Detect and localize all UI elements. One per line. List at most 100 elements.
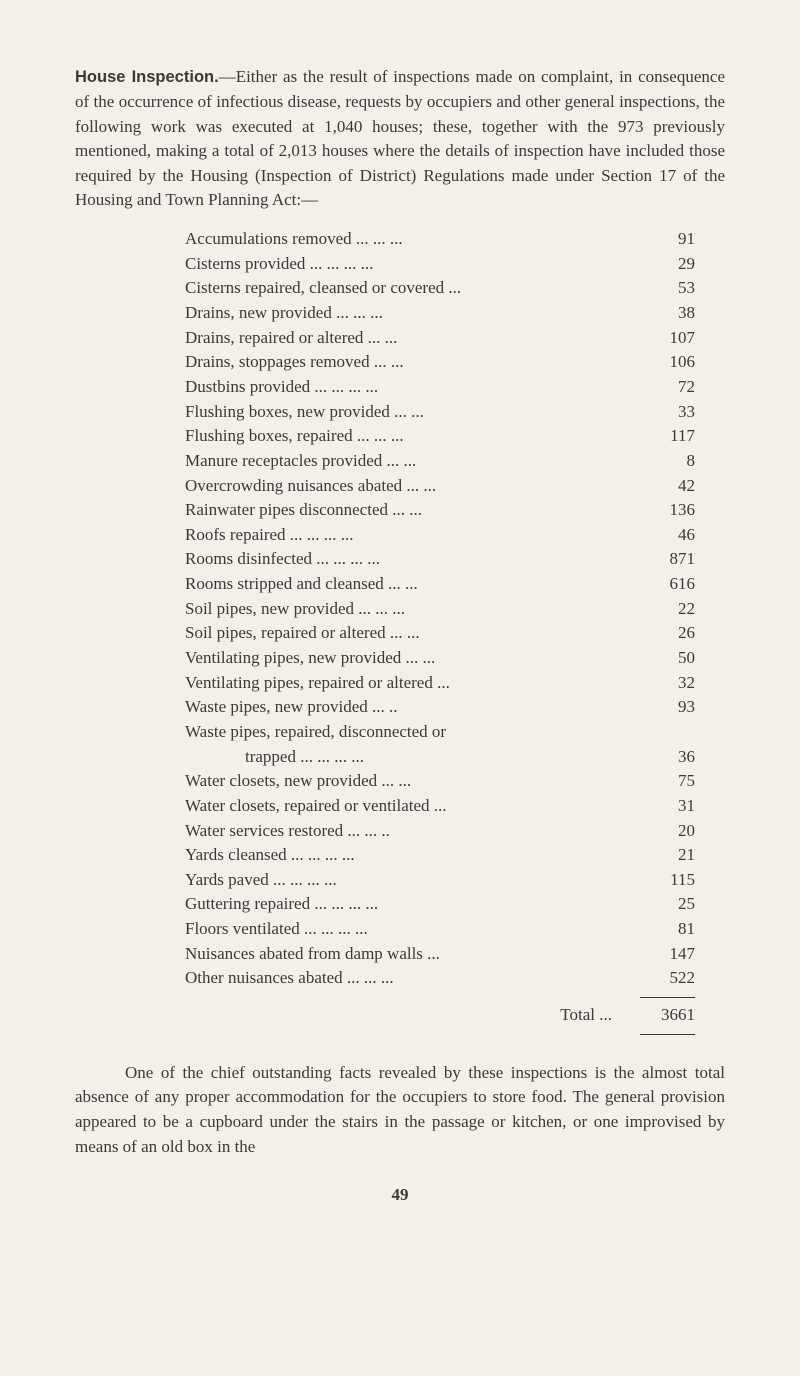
- inspection-value: 53: [640, 276, 695, 301]
- inspection-row: Rooms disinfected ... ... ... ...871: [185, 547, 695, 572]
- inspection-row: Flushing boxes, new provided ... ...33: [185, 400, 695, 425]
- inspection-label: trapped ... ... ... ...: [185, 745, 640, 770]
- inspection-value: 93: [640, 695, 695, 720]
- inspection-label: Yards cleansed ... ... ... ...: [185, 843, 640, 868]
- inspection-row: Ventilating pipes, new provided ... ...5…: [185, 646, 695, 671]
- inspection-value: 25: [640, 892, 695, 917]
- inspection-label: Ventilating pipes, new provided ... ...: [185, 646, 640, 671]
- inspection-row: Waste pipes, new provided ... ..93: [185, 695, 695, 720]
- inspection-row: Drains, new provided ... ... ...38: [185, 301, 695, 326]
- inspection-value: 50: [640, 646, 695, 671]
- intro-paragraph: House Inspection.—Either as the result o…: [75, 65, 725, 213]
- inspection-label: Waste pipes, repaired, disconnected or: [185, 720, 640, 745]
- inspection-value: 29: [640, 252, 695, 277]
- inspection-value: 117: [640, 424, 695, 449]
- inspection-label: Water closets, repaired or ventilated ..…: [185, 794, 640, 819]
- inspection-value: 136: [640, 498, 695, 523]
- intro-text: —Either as the result of inspections mad…: [75, 67, 725, 209]
- inspection-row: Flushing boxes, repaired ... ... ...117: [185, 424, 695, 449]
- inspection-value: 106: [640, 350, 695, 375]
- inspection-label: Overcrowding nuisances abated ... ...: [185, 474, 640, 499]
- inspection-label: Nuisances abated from damp walls ...: [185, 942, 640, 967]
- inspection-value: 21: [640, 843, 695, 868]
- inspection-label: Dustbins provided ... ... ... ...: [185, 375, 640, 400]
- inspection-row: Yards paved ... ... ... ...115: [185, 868, 695, 893]
- inspection-row: Rooms stripped and cleansed ... ...616: [185, 572, 695, 597]
- inspection-label: Flushing boxes, new provided ... ...: [185, 400, 640, 425]
- inspection-label: Accumulations removed ... ... ...: [185, 227, 640, 252]
- inspection-value: 8: [640, 449, 695, 474]
- inspection-row: Overcrowding nuisances abated ... ...42: [185, 474, 695, 499]
- inspection-value: 33: [640, 400, 695, 425]
- inspection-row: Rainwater pipes disconnected ... ...136: [185, 498, 695, 523]
- total-rule-top: [640, 997, 695, 998]
- inspection-row: Water closets, new provided ... ...75: [185, 769, 695, 794]
- inspection-label: Roofs repaired ... ... ... ...: [185, 523, 640, 548]
- inspection-label: Manure receptacles provided ... ...: [185, 449, 640, 474]
- inspection-row: Accumulations removed ... ... ...91: [185, 227, 695, 252]
- inspection-row: Water closets, repaired or ventilated ..…: [185, 794, 695, 819]
- total-rule-bottom: [640, 1034, 695, 1035]
- inspection-row: Roofs repaired ... ... ... ...46: [185, 523, 695, 548]
- inspection-value: 522: [640, 966, 695, 991]
- inspection-label: Yards paved ... ... ... ...: [185, 868, 640, 893]
- inspection-row: Soil pipes, new provided ... ... ...22: [185, 597, 695, 622]
- inspection-row: Nuisances abated from damp walls ...147: [185, 942, 695, 967]
- inspection-label: Flushing boxes, repaired ... ... ...: [185, 424, 640, 449]
- inspection-value: 147: [640, 942, 695, 967]
- inspection-label: Waste pipes, new provided ... ..: [185, 695, 640, 720]
- inspection-value: 31: [640, 794, 695, 819]
- inspection-row: trapped ... ... ... ...36: [185, 745, 695, 770]
- inspection-row: Floors ventilated ... ... ... ...81: [185, 917, 695, 942]
- closing-paragraph: One of the chief outstanding facts revea…: [75, 1061, 725, 1160]
- inspection-label: Drains, stoppages removed ... ...: [185, 350, 640, 375]
- page-number: 49: [75, 1183, 725, 1208]
- inspection-label: Cisterns provided ... ... ... ...: [185, 252, 640, 277]
- inspection-value: 115: [640, 868, 695, 893]
- inspection-value: 32: [640, 671, 695, 696]
- inspection-value: 75: [640, 769, 695, 794]
- inspection-label: Rooms stripped and cleansed ... ...: [185, 572, 640, 597]
- section-title: House Inspection.: [75, 68, 219, 86]
- inspection-row: Waste pipes, repaired, disconnected or: [185, 720, 695, 745]
- inspection-row: Soil pipes, repaired or altered ... ...2…: [185, 621, 695, 646]
- inspection-label: Guttering repaired ... ... ... ...: [185, 892, 640, 917]
- total-label: Total ...: [185, 1003, 640, 1028]
- inspection-row: Guttering repaired ... ... ... ...25: [185, 892, 695, 917]
- inspection-value: 46: [640, 523, 695, 548]
- inspection-value: 871: [640, 547, 695, 572]
- inspection-row: Ventilating pipes, repaired or altered .…: [185, 671, 695, 696]
- inspection-row: Yards cleansed ... ... ... ...21: [185, 843, 695, 868]
- inspection-value: 22: [640, 597, 695, 622]
- inspection-label: Ventilating pipes, repaired or altered .…: [185, 671, 640, 696]
- total-value: 3661: [640, 1003, 695, 1028]
- inspection-value: 616: [640, 572, 695, 597]
- inspection-row: Cisterns provided ... ... ... ...29: [185, 252, 695, 277]
- inspection-row: Drains, repaired or altered ... ...107: [185, 326, 695, 351]
- inspection-value: 81: [640, 917, 695, 942]
- total-row: Total ...3661: [185, 1003, 695, 1028]
- inspection-label: Water services restored ... ... ..: [185, 819, 640, 844]
- inspection-value: 72: [640, 375, 695, 400]
- inspection-value: 20: [640, 819, 695, 844]
- inspection-list: Accumulations removed ... ... ...91Ciste…: [75, 227, 725, 1035]
- inspection-label: Floors ventilated ... ... ... ...: [185, 917, 640, 942]
- inspection-label: Drains, repaired or altered ... ...: [185, 326, 640, 351]
- inspection-label: Soil pipes, repaired or altered ... ...: [185, 621, 640, 646]
- inspection-value: 91: [640, 227, 695, 252]
- inspection-value: 42: [640, 474, 695, 499]
- inspection-value: 36: [640, 745, 695, 770]
- inspection-label: Cisterns repaired, cleansed or covered .…: [185, 276, 640, 301]
- inspection-row: Dustbins provided ... ... ... ...72: [185, 375, 695, 400]
- inspection-label: Other nuisances abated ... ... ...: [185, 966, 640, 991]
- inspection-row: Water services restored ... ... ..20: [185, 819, 695, 844]
- inspection-row: Drains, stoppages removed ... ...106: [185, 350, 695, 375]
- inspection-row: Other nuisances abated ... ... ...522: [185, 966, 695, 991]
- inspection-value: 107: [640, 326, 695, 351]
- inspection-row: Cisterns repaired, cleansed or covered .…: [185, 276, 695, 301]
- inspection-label: Rooms disinfected ... ... ... ...: [185, 547, 640, 572]
- inspection-row: Manure receptacles provided ... ...8: [185, 449, 695, 474]
- inspection-label: Water closets, new provided ... ...: [185, 769, 640, 794]
- inspection-label: Soil pipes, new provided ... ... ...: [185, 597, 640, 622]
- inspection-value: 38: [640, 301, 695, 326]
